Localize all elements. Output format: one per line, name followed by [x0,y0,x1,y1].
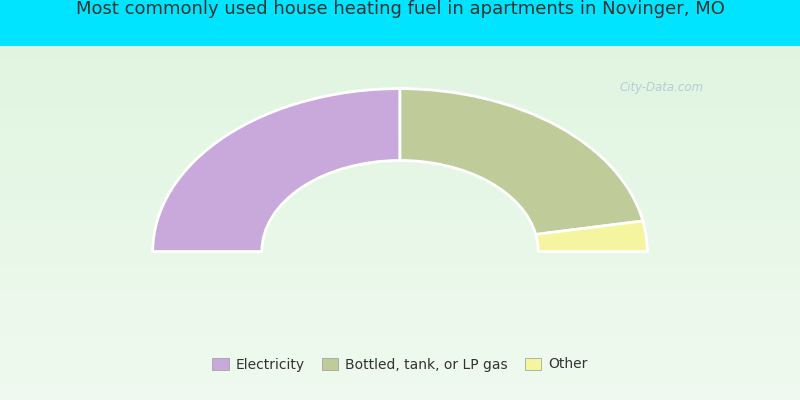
Legend: Electricity, Bottled, tank, or LP gas, Other: Electricity, Bottled, tank, or LP gas, O… [206,352,594,377]
Text: Most commonly used house heating fuel in apartments in Novinger, MO: Most commonly used house heating fuel in… [75,0,725,18]
Wedge shape [400,89,643,234]
Text: City-Data.com: City-Data.com [620,82,704,94]
Wedge shape [536,221,647,252]
Wedge shape [153,89,400,252]
